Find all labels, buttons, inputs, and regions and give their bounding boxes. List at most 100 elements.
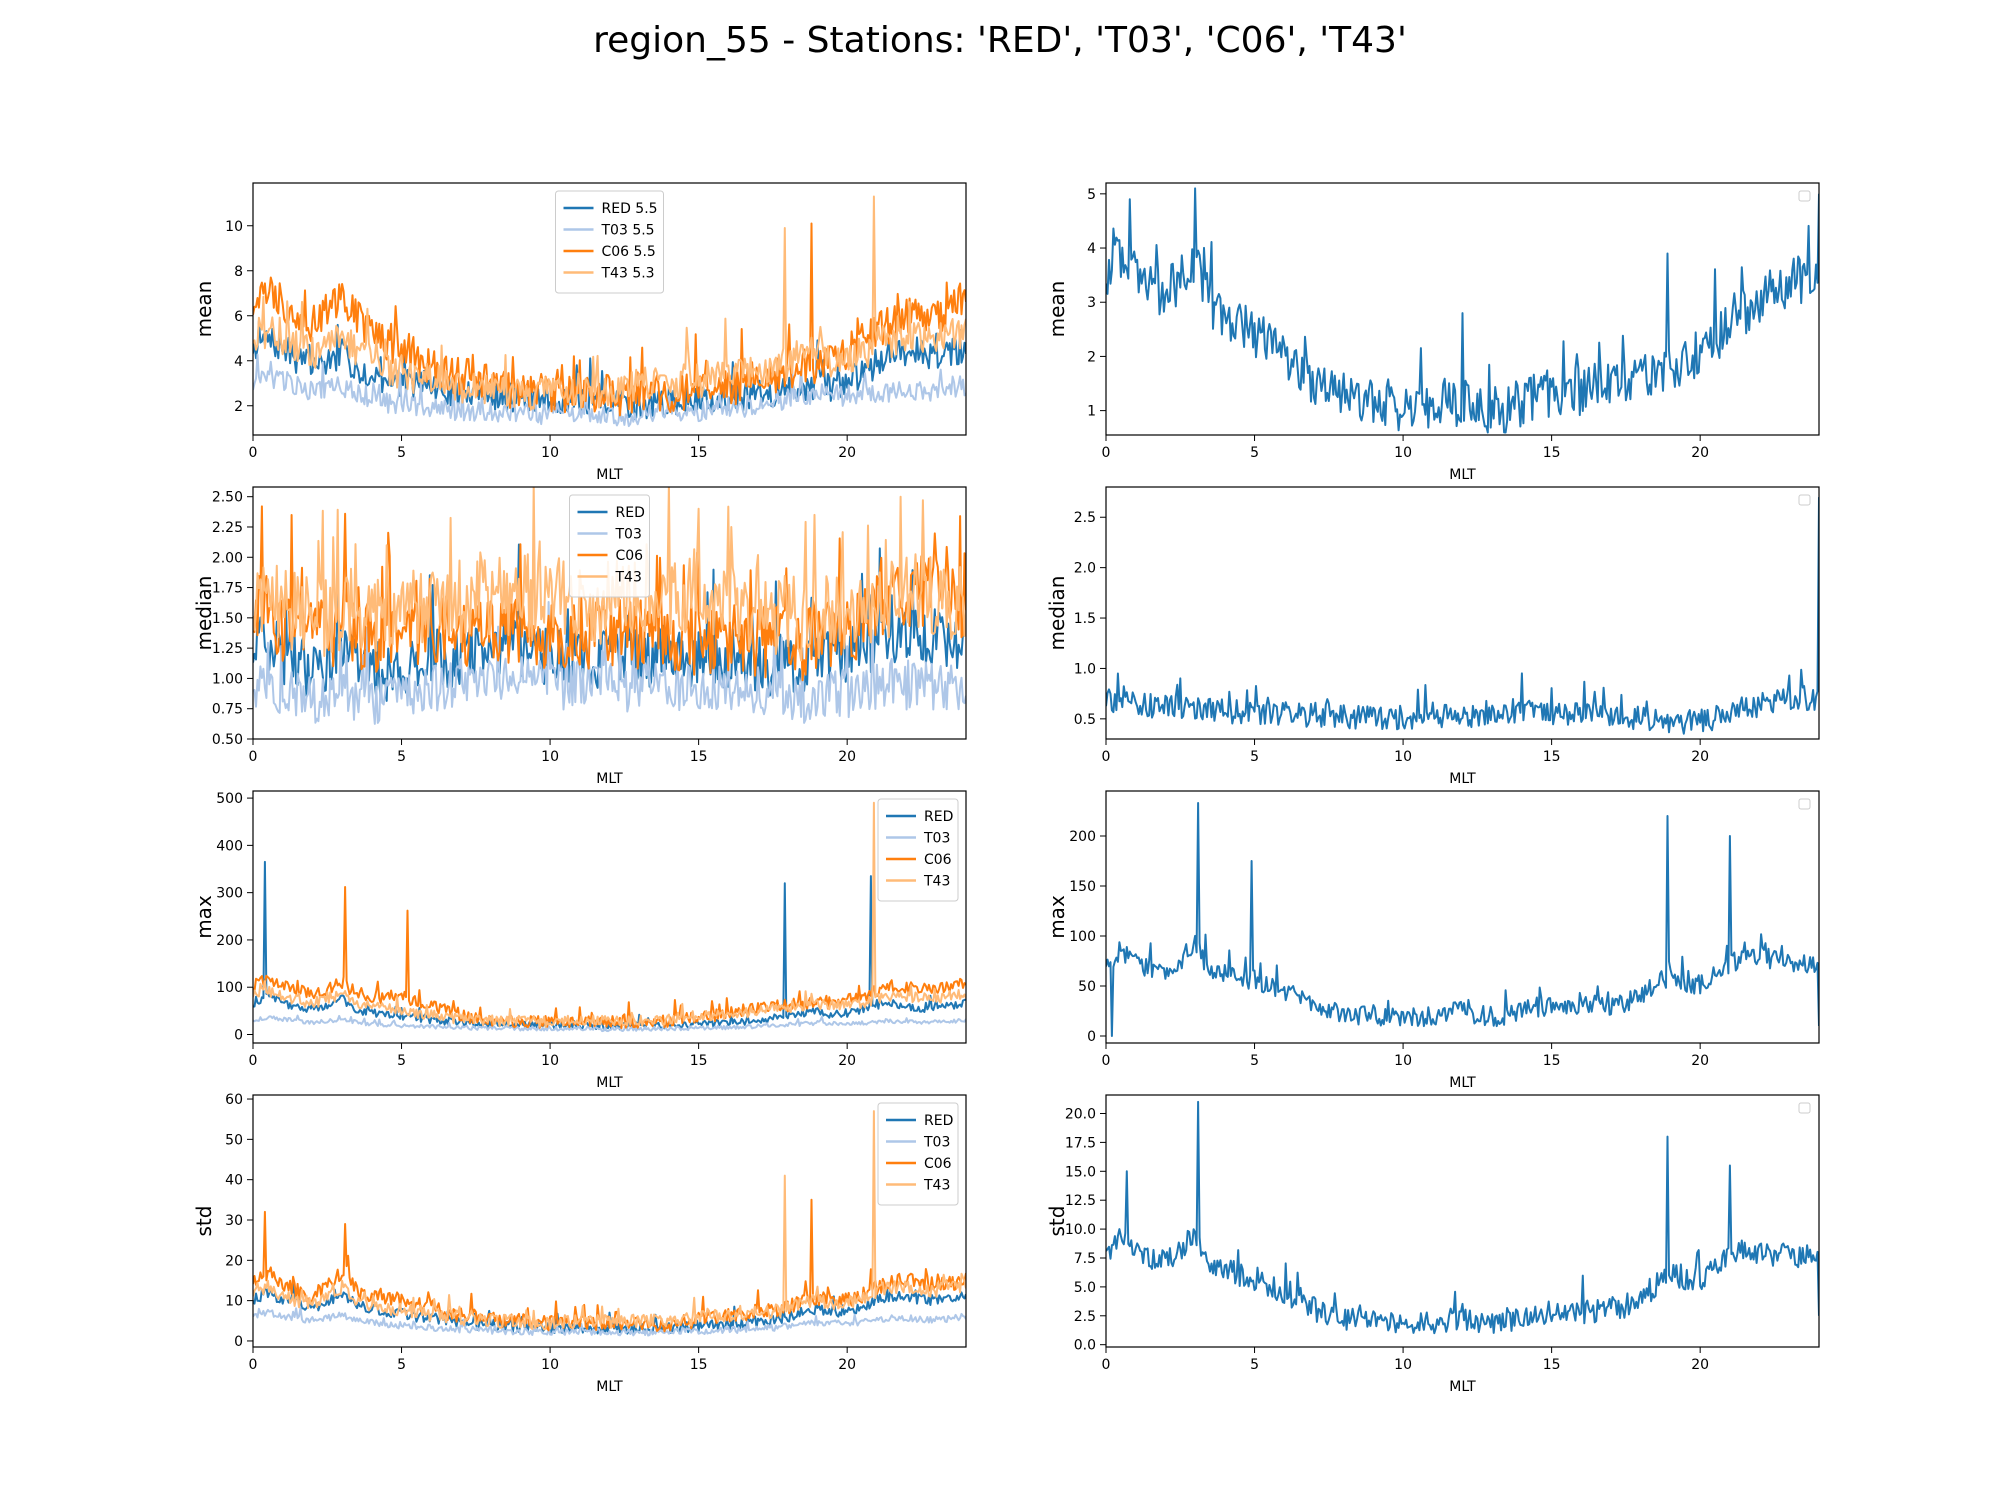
y-tick-label: 0 [234, 1334, 243, 1350]
y-tick-label: 1 [1087, 404, 1096, 420]
x-axis-label: MLT [1449, 771, 1476, 787]
y-tick-label: 17.5 [1065, 1135, 1096, 1151]
y-tick-label: 7.5 [1074, 1251, 1096, 1267]
series-line-red [1106, 1100, 1819, 1335]
x-tick-label: 0 [1102, 749, 1111, 765]
x-tick-label: 20 [838, 749, 856, 765]
y-axis-label: max [1045, 895, 1069, 939]
y-tick-label: 0 [1087, 1029, 1096, 1045]
legend-label: T03 [923, 1135, 950, 1151]
series-line-c06 [253, 886, 966, 1030]
x-tick-label: 10 [1394, 749, 1412, 765]
y-tick-label: 50 [225, 1132, 243, 1148]
plot-area [253, 1110, 966, 1337]
x-tick-label: 5 [1250, 1357, 1259, 1373]
legend-box-empty [1798, 494, 1811, 506]
series-line-t03 [253, 353, 966, 428]
y-tick-label: 150 [1069, 879, 1096, 895]
y-tick-label: 3 [1087, 295, 1096, 311]
y-tick-label: 20 [225, 1253, 243, 1269]
series-line-t43 [253, 487, 966, 662]
y-tick-label: 50 [1078, 979, 1096, 995]
x-tick-label: 10 [1394, 1357, 1412, 1373]
y-tick-label: 0 [234, 1027, 243, 1043]
series-line-t43 [253, 801, 966, 1028]
legend-label: RED [924, 1113, 953, 1129]
x-tick-label: 15 [1543, 1053, 1561, 1069]
y-tick-label: 0.50 [212, 732, 243, 748]
subplot-std-left: 0 5 10 15 20 0 10 20 30 40 50 60 MLT std RED T03 C06 T43 [192, 1092, 967, 1395]
y-tick-label: 10 [225, 1294, 243, 1310]
series-line-t43 [253, 195, 966, 411]
y-tick-label: 1.75 [212, 581, 243, 597]
x-tick-label: 20 [1691, 445, 1709, 461]
series-line-c06 [253, 505, 966, 682]
figure-title: region_55 - Stations: 'RED', 'T03', 'C06… [593, 20, 1407, 61]
y-tick-label: 500 [216, 791, 243, 807]
x-tick-label: 0 [249, 1357, 258, 1373]
series-line-t03 [253, 1014, 966, 1033]
plot-area [1106, 497, 1819, 735]
y-tick-label: 300 [216, 886, 243, 902]
legend-label: RED [616, 505, 645, 521]
legend: RED 5.5 T03 5.5 C06 5.5 T43 5.3 [555, 190, 664, 294]
x-tick-label: 15 [1543, 445, 1561, 461]
y-tick-label: 200 [216, 933, 243, 949]
axes-frame [1105, 790, 1820, 1044]
x-tick-label: 20 [838, 1357, 856, 1373]
axes-frame [1105, 182, 1820, 436]
y-tick-label: 0.5 [1074, 712, 1096, 728]
y-axis-label: std [1045, 1206, 1069, 1237]
x-tick-label: 5 [397, 1357, 406, 1373]
y-tick-label: 4 [234, 354, 243, 370]
legend: RED T03 C06 T43 [569, 494, 650, 598]
series-line-red [1106, 187, 1819, 434]
y-tick-label: 400 [216, 838, 243, 854]
series-line-t03 [253, 1306, 966, 1337]
axes-frame [252, 182, 967, 436]
x-tick-label: 20 [838, 445, 856, 461]
y-tick-label: 100 [1069, 929, 1096, 945]
plot-area [1106, 187, 1819, 434]
legend-box [877, 1102, 959, 1206]
subplot-median-left: 0 5 10 15 20 0.50 0.75 1.00 1.25 1.50 1.75 2.00 2.25… [192, 486, 967, 787]
plot-area [253, 801, 966, 1033]
y-axis-label: mean [192, 281, 216, 338]
legend-label: T03 [615, 527, 642, 543]
x-tick-label: 0 [249, 749, 258, 765]
y-tick-label: 2.50 [212, 490, 243, 506]
legend-label: T43 [615, 570, 642, 586]
x-tick-label: 10 [541, 445, 559, 461]
y-tick-label: 2.5 [1074, 1309, 1096, 1325]
y-tick-label: 1.25 [212, 641, 243, 657]
axes-frame [1105, 486, 1820, 740]
x-tick-label: 0 [249, 445, 258, 461]
x-tick-label: 5 [397, 1053, 406, 1069]
y-tick-label: 8 [234, 264, 243, 280]
y-axis-label: mean [1045, 281, 1069, 338]
y-axis-label: max [192, 895, 216, 939]
x-tick-label: 0 [1102, 1053, 1111, 1069]
x-tick-label: 15 [690, 1053, 708, 1069]
x-tick-label: 20 [838, 1053, 856, 1069]
x-tick-label: 15 [690, 749, 708, 765]
subplot-median-right: 0 5 10 15 20 0.5 1.0 1.5 2.0 2.5 MLT median [1045, 486, 1820, 787]
legend-label: RED 5.5 [602, 201, 658, 217]
x-tick-label: 5 [1250, 749, 1259, 765]
axes-frame [252, 486, 967, 740]
subplot-mean-right: 0 5 10 15 20 1 2 3 4 5 MLT mean [1045, 182, 1820, 483]
series-line-t03 [253, 601, 966, 725]
legend-box-empty [1798, 1102, 1811, 1114]
y-tick-label: 200 [1069, 829, 1096, 845]
legend-label: T43 [923, 874, 950, 890]
x-tick-label: 5 [1250, 1053, 1259, 1069]
y-tick-label: 100 [216, 980, 243, 996]
x-axis-label: MLT [596, 1075, 623, 1091]
legend-label: T43 5.3 [601, 266, 655, 282]
legend-box-empty [1798, 798, 1811, 810]
y-axis-label: median [192, 576, 216, 651]
y-tick-label: 1.50 [212, 611, 243, 627]
series-line-red [1106, 802, 1819, 1037]
x-axis-label: MLT [596, 467, 623, 483]
